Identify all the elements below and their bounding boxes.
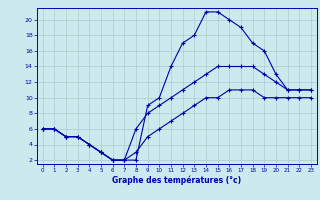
X-axis label: Graphe des températures (°c): Graphe des températures (°c) xyxy=(112,176,241,185)
